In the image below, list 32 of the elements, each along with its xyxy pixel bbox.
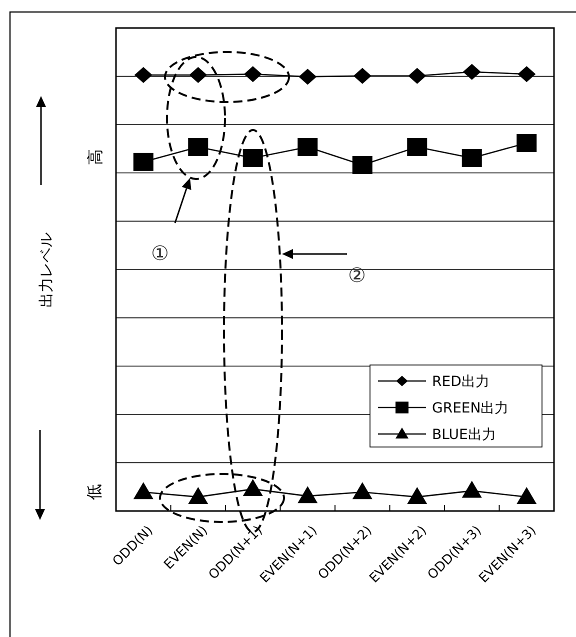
text: 高 <box>86 149 104 165</box>
point <box>352 482 372 500</box>
point <box>242 148 263 167</box>
point <box>298 68 317 85</box>
point <box>242 479 263 496</box>
point <box>518 66 536 82</box>
annotation: ① <box>151 241 169 265</box>
point <box>462 480 482 498</box>
legend-label: RED出力 <box>432 374 490 390</box>
point <box>298 486 318 504</box>
annotation: ② <box>348 263 366 287</box>
legend-label: GREEN出力 <box>432 400 509 416</box>
point <box>133 482 154 500</box>
y-axis-title: 出力レベル <box>37 232 55 308</box>
point <box>516 134 537 152</box>
point <box>188 486 208 504</box>
point <box>462 64 481 80</box>
point <box>298 138 318 156</box>
point <box>134 66 152 83</box>
point <box>407 138 428 156</box>
legend-label: BLUE出力 <box>432 427 496 443</box>
point <box>516 486 537 504</box>
text: 低 <box>84 484 104 500</box>
point <box>407 486 428 504</box>
point <box>133 152 154 171</box>
point <box>352 156 372 174</box>
point <box>462 148 482 167</box>
point <box>244 66 262 82</box>
point <box>408 68 426 84</box>
point <box>188 138 208 156</box>
point <box>353 68 372 84</box>
point <box>189 66 208 83</box>
